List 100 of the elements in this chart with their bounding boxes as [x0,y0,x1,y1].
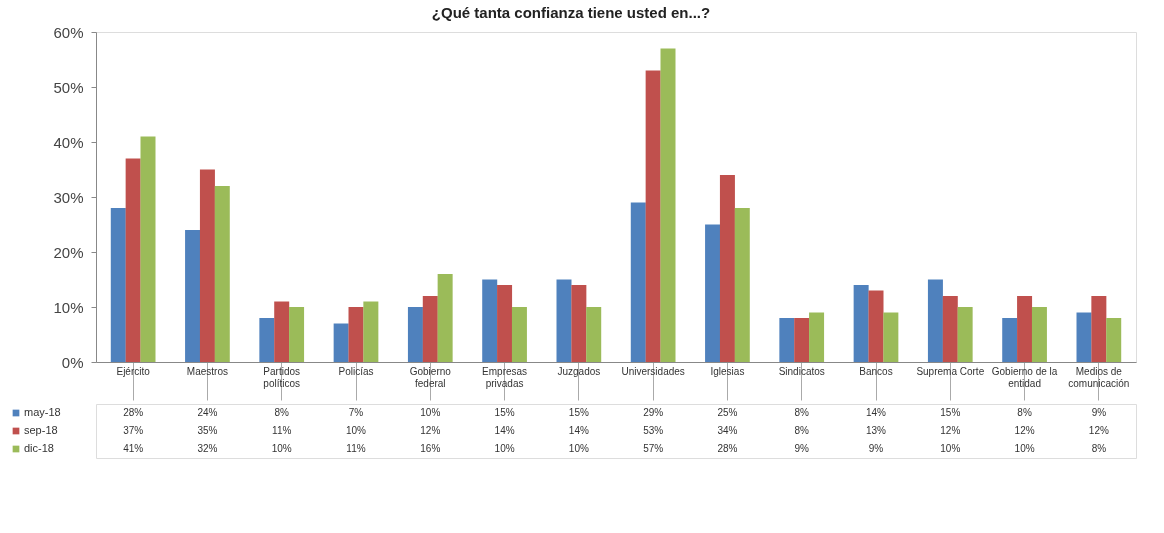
bar [125,158,141,362]
data-label: 10% [420,407,441,418]
data-label: 53% [643,425,664,436]
x-tick-label: Medios de comunicación [1068,365,1130,389]
bar [407,307,423,362]
bar [779,318,795,362]
x-tick-label: Bancos [859,365,893,377]
x-tick-label: Empresas privadas [482,365,528,389]
data-label: 10% [1014,443,1035,454]
bar [1031,307,1047,362]
bar [199,169,215,362]
data-label: 8% [1091,443,1107,454]
y-tick-label: 10% [53,298,84,316]
x-tick-label: Suprema Corte [916,365,985,377]
bar [1076,312,1092,362]
y-tick-label: 50% [53,78,84,96]
data-label: 11% [346,443,366,454]
data-label: 28% [123,407,144,418]
bar [571,285,587,362]
bar [883,312,899,362]
data-label: 12% [1088,425,1109,436]
data-label: 12% [940,425,961,436]
x-tick-label: Policías [338,365,374,377]
bar [809,312,825,362]
bar [957,307,973,362]
data-label: 25% [717,407,738,418]
data-label: 8% [794,425,810,436]
data-label: 10% [940,443,961,454]
legend-label: sep-18 [24,424,58,436]
bar [1002,318,1018,362]
data-label: 28% [717,443,738,454]
bar [140,136,156,362]
bar [333,323,349,362]
y-tick-label: 60% [53,23,84,41]
bar [482,279,498,362]
bar [719,175,735,362]
bar [437,274,453,362]
bar [927,279,943,362]
data-label: 10% [568,443,589,454]
data-label: 15% [940,407,961,418]
data-label: 12% [420,425,441,436]
bar [853,285,869,362]
data-label: 14% [865,407,887,418]
bar [363,301,379,362]
data-label: 57% [643,443,664,454]
bar [348,307,364,362]
data-label: 16% [420,443,441,454]
bar [497,285,513,362]
data-label: 10% [345,425,367,436]
bar [586,307,602,362]
data-label: 9% [1091,407,1107,418]
x-tick-label: Universidades [621,365,685,377]
bar [1017,296,1033,362]
chart-title: ¿Qué tanta confianza tiene usted en...? [431,3,711,21]
bar [511,307,527,362]
legend-label: dic-18 [24,442,54,454]
bar [660,48,676,362]
data-label: 7% [348,407,364,418]
bar [556,279,572,362]
bar [1091,296,1107,362]
bar [794,318,810,362]
data-label: 13% [865,425,887,436]
bar [734,208,750,362]
data-label: 37% [123,425,144,436]
data-label: 29% [643,407,664,418]
data-label: 8% [274,407,290,418]
bar [185,230,201,362]
data-label: 32% [197,443,218,454]
data-label: 35% [197,425,218,436]
bar [705,224,721,362]
y-tick-label: 30% [53,188,84,206]
bar [1106,318,1122,362]
bar [289,307,305,362]
y-tick-label: 20% [53,243,84,261]
y-tick-label: 0% [61,353,84,371]
data-label: 10% [271,443,292,454]
data-label: 10% [494,443,515,454]
bar [214,186,230,362]
y-tick-label: 40% [53,133,84,151]
data-label: 14% [494,425,515,436]
bar [422,296,438,362]
x-tick-label: Partidos políticos [263,365,301,389]
data-label: 8% [1017,407,1032,418]
bar [645,70,661,362]
x-tick-label: Gobierno de la entidad [991,365,1058,389]
data-label: 24% [197,407,218,418]
bar [630,202,646,362]
bar [259,318,275,362]
data-label: 12% [1014,425,1035,436]
data-label: 34% [717,425,738,436]
bar [110,208,126,362]
bar [274,301,290,362]
x-tick-label: Maestros [186,365,228,377]
x-tick-label: Iglesias [710,365,745,377]
data-label: 41% [123,443,144,454]
data-label: 11% [272,425,292,436]
x-tick-label: Gobierno federal [409,365,452,389]
data-label: 15% [568,407,589,418]
x-tick-label: Sindicatos [778,365,825,377]
x-tick-label: Ejército [116,365,151,377]
